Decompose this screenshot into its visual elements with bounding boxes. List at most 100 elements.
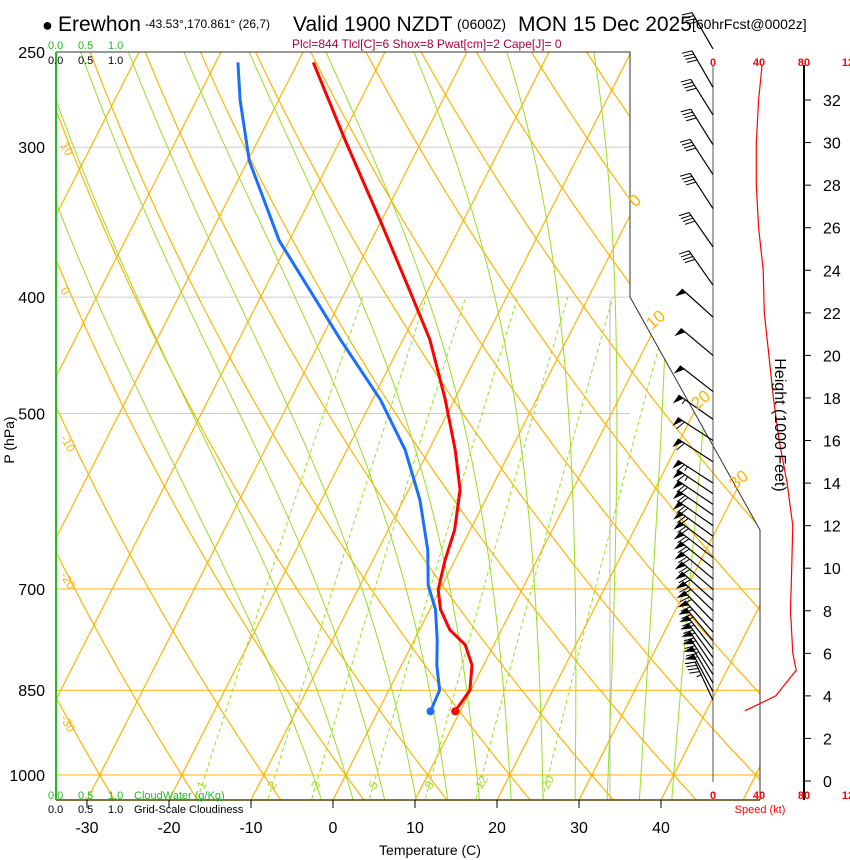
barb-staff	[690, 79, 714, 116]
barb-feather	[682, 599, 693, 605]
temperature-tick-label: -30	[75, 820, 98, 837]
wind-barb	[684, 654, 714, 692]
wind-panel: 0040408080121202468101214161820222426283…	[672, 12, 850, 802]
temperature-tick-label: 40	[652, 820, 670, 837]
mixing-ratio-label: 2	[264, 778, 280, 791]
wind-barb	[679, 138, 714, 175]
barb-pennant	[672, 460, 683, 469]
barb-pennant	[681, 631, 693, 637]
barb-staff	[683, 590, 714, 622]
barb-feather	[685, 18, 696, 22]
dry-adiabat-line	[791, 31, 850, 806]
barb-pennant	[678, 608, 690, 615]
barb-feather	[682, 621, 693, 627]
isotherm-label: 10	[642, 306, 669, 333]
wind-barb	[672, 480, 714, 505]
barb-staff	[680, 561, 714, 590]
moist-adiabat-line	[183, 52, 450, 800]
dry-adiabat-line	[56, 52, 202, 800]
wind-barb	[672, 459, 714, 484]
barb-feather	[686, 87, 697, 92]
barb-pennant	[675, 288, 687, 297]
isotherm-line	[247, 52, 643, 800]
plot-border	[56, 51, 761, 800]
wind-barb	[672, 417, 714, 442]
barb-feather	[678, 211, 690, 217]
isotherm-line	[657, 52, 760, 800]
barb-feather	[686, 648, 697, 652]
barb-feather	[676, 442, 685, 451]
barb-pennant	[672, 395, 684, 404]
moist-adiabat-line	[80, 52, 387, 800]
barb-feather	[685, 181, 696, 186]
isotherm-line	[575, 52, 760, 800]
barb-staff	[689, 630, 714, 667]
barb-feather	[686, 59, 698, 63]
moist-adiabat-line	[325, 52, 512, 800]
barb-staff	[689, 173, 714, 209]
barb-feather	[676, 484, 686, 493]
wind-barb	[673, 365, 714, 393]
dry-adiabat-line	[846, 31, 850, 806]
speed-tick-label-bottom: 80	[798, 790, 810, 802]
barb-pennant	[672, 480, 684, 490]
barb-feather	[676, 464, 685, 472]
temperature-tick-label: -20	[157, 820, 180, 837]
barb-feather	[685, 56, 696, 60]
wind-speed-line	[744, 65, 797, 712]
plot-frame	[55, 51, 761, 801]
station-coords: -43.53°,170.861° (26,7)	[145, 17, 270, 31]
barb-feather	[677, 526, 687, 534]
barb-pennant	[684, 654, 697, 660]
barb-feather	[680, 548, 690, 556]
barb-staff	[678, 511, 714, 537]
height-tick-label: 32	[823, 93, 841, 110]
barb-staff	[682, 581, 714, 612]
wind-barb	[674, 541, 714, 569]
dewpoint-surface-point	[426, 707, 435, 716]
mixing-ratio-line	[195, 297, 364, 800]
barb-pennant	[672, 470, 684, 479]
barb-pennant	[673, 365, 685, 374]
mixing-ratio-label: 5	[366, 778, 382, 791]
barb-staff	[679, 365, 714, 393]
barb-feather	[676, 421, 685, 430]
barb-feather	[678, 576, 688, 584]
moist-adiabat-line	[638, 52, 671, 800]
temperature-tick-label: 20	[488, 820, 506, 837]
wind-barb	[674, 561, 714, 590]
barb-feather	[685, 147, 696, 152]
dry-adiabat-line	[136, 52, 619, 800]
temperature-tick-label: 10	[406, 820, 424, 837]
wind-barb	[680, 623, 714, 658]
isotherm-line	[56, 52, 233, 800]
height-tick-label: 16	[823, 434, 841, 451]
barb-feather	[682, 111, 693, 116]
barb-feather	[685, 640, 697, 645]
barb-feather	[676, 495, 686, 503]
dry-adiabat-line	[299, 52, 760, 800]
wind-barb	[681, 50, 714, 88]
wind-barb	[672, 394, 714, 420]
speed-tick-label-bottom: 0	[710, 790, 716, 802]
wind-barb	[674, 327, 714, 356]
barb-staff	[677, 438, 714, 463]
barb-pennant	[679, 615, 691, 623]
height-tick-label: 8	[823, 604, 832, 621]
theta-label: 0	[57, 285, 73, 298]
barb-feather	[683, 144, 695, 149]
barb-feather	[680, 606, 691, 612]
mixing-ratio-line	[540, 297, 673, 800]
barb-staff	[680, 327, 714, 356]
barb-feather	[681, 50, 693, 54]
cloud-bottom-green-2: 1.0	[108, 790, 123, 802]
pressure-tick-label: 1000	[9, 768, 45, 785]
mixing-ratio-line	[367, 297, 519, 800]
barb-feather	[679, 596, 690, 603]
forecast-info: [60hrFcst@0002z]	[692, 16, 807, 32]
isotherm-line	[165, 52, 561, 800]
barb-feather	[676, 505, 686, 514]
barb-feather	[682, 629, 694, 634]
